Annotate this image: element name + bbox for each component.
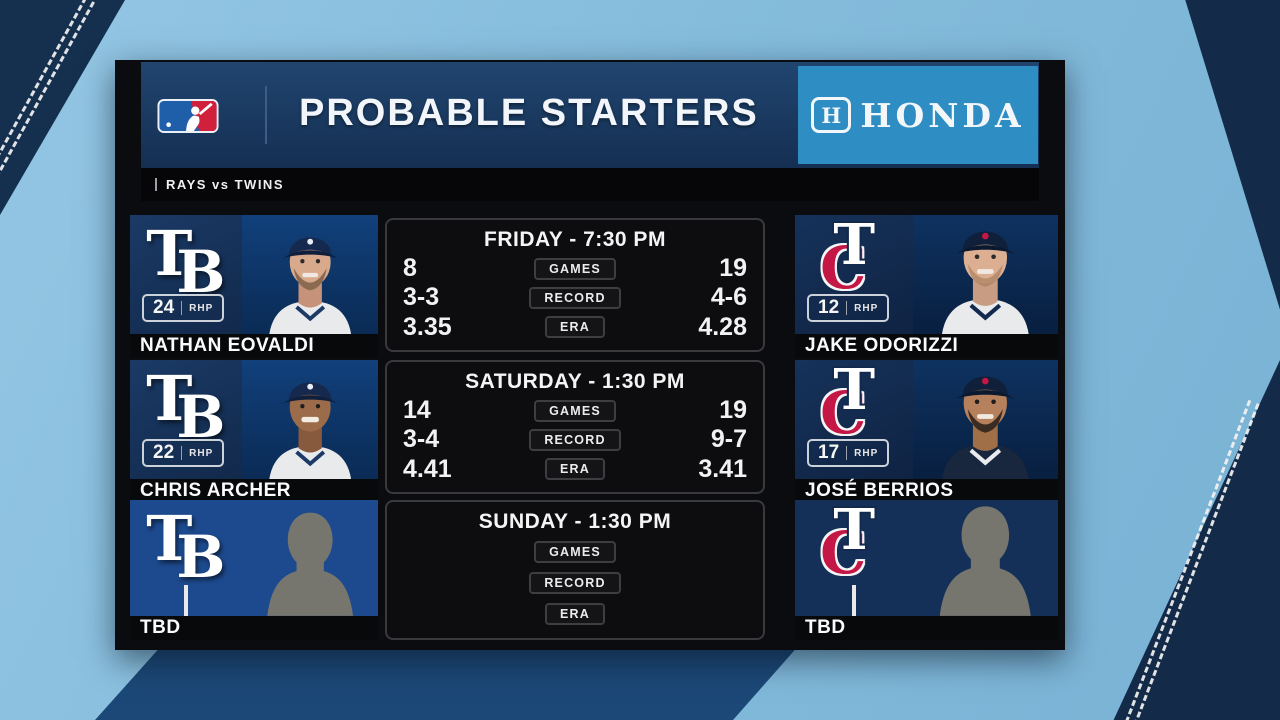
- stat-row: 14 GAMES 19: [403, 396, 747, 425]
- stat-label: GAMES: [534, 399, 616, 422]
- player-headshot-icon: [942, 376, 1030, 479]
- stat-label: GAMES: [534, 540, 616, 563]
- player-headshot-icon: [268, 382, 351, 479]
- silhouette-icon: [266, 512, 353, 616]
- page-title: PROBABLE STARTERS: [299, 91, 759, 134]
- rays-stat-value: 4.41: [403, 454, 452, 483]
- twins-stat-value: 3.41: [698, 454, 747, 483]
- twins-logo-icon: C T: [820, 357, 876, 447]
- stat-row: 4.41 ERA 3.41: [403, 455, 747, 484]
- pitcher-card-twins-sunday: C T TBD: [795, 500, 1058, 640]
- twins-logo-icon: C T: [820, 212, 876, 302]
- stat-label: ERA: [545, 458, 605, 481]
- stat-row: 3.35 ERA 4.28: [403, 313, 747, 342]
- divider-tick: [155, 178, 157, 191]
- rays-stat-value: 8: [403, 254, 417, 283]
- pitcher-card-twins-saturday: C T 17 RHP: [795, 360, 1058, 503]
- player-photo: [913, 500, 1058, 616]
- rays-stat-value: 14: [403, 396, 431, 425]
- sponsor-wordmark: HONDA: [860, 95, 1025, 135]
- pitcher-card-twins-friday: C T 12 RHP: [795, 215, 1058, 358]
- pitcher-name: CHRIS ARCHER: [130, 479, 378, 503]
- tbd-dash: [852, 585, 857, 616]
- pitcher-name: TBD: [795, 616, 1058, 640]
- rays-stat-value: 3.35: [403, 312, 452, 341]
- pitcher-number-badge: 17 RHP: [807, 439, 890, 467]
- game-time: FRIDAY - 7:30 PM: [484, 228, 666, 251]
- rays-logo-icon: T B: [146, 502, 226, 591]
- pitcher-name: NATHAN EOVALDI: [130, 334, 378, 358]
- day-block-friday: FRIDAY - 7:30 PM 8 GAMES 19 3-3 RECORD 4…: [385, 218, 765, 352]
- stat-row: RECORD: [403, 567, 747, 598]
- rays-stat-value: 3-4: [403, 425, 440, 454]
- player-photo: [913, 215, 1058, 334]
- pitcher-card-rays-sunday: T B TBD: [130, 500, 378, 640]
- pitcher-number-badge: 22 RHP: [142, 439, 225, 467]
- stat-row: ERA: [403, 599, 747, 630]
- pitcher-number-badge: 12 RHP: [807, 294, 890, 322]
- stat-row: 8 GAMES 19: [403, 254, 747, 283]
- day-block-saturday: SATURDAY - 1:30 PM 14 GAMES 19 3-4 RECOR…: [385, 360, 765, 494]
- game-time: SUNDAY - 1:30 PM: [478, 510, 672, 533]
- rays-logo-icon: T B: [146, 362, 226, 451]
- rays-stat-value: 3-3: [403, 283, 440, 312]
- matchup-bar: RAYS vs TWINS: [141, 168, 1039, 201]
- matchup-label: RAYS vs TWINS: [166, 177, 284, 192]
- stat-label: ERA: [545, 316, 605, 339]
- pitcher-card-rays-saturday: T B 22 RHP: [130, 360, 378, 503]
- stat-row: GAMES: [403, 536, 747, 567]
- twins-stat-value: 4-6: [710, 283, 747, 312]
- silhouette-icon: [940, 506, 1032, 616]
- stat-row: 3-3 RECORD 4-6: [403, 283, 747, 312]
- twins-stat-value: 19: [719, 254, 747, 283]
- stat-label: GAMES: [534, 257, 616, 280]
- pitcher-name: TBD: [130, 616, 378, 640]
- main-panel: PROBABLE STARTERS H HONDA RAYS vs TWINS …: [115, 60, 1065, 650]
- stat-label: ERA: [545, 603, 605, 626]
- rays-logo-icon: T B: [146, 217, 226, 306]
- pitcher-number-badge: 24 RHP: [142, 294, 225, 322]
- stat-row: 3-4 RECORD 9-7: [403, 425, 747, 454]
- twins-stat-value: 19: [719, 396, 747, 425]
- pitcher-name: JAKE ODORIZZI: [795, 334, 1058, 358]
- stat-label: RECORD: [529, 286, 621, 309]
- honda-h-icon: H: [811, 97, 852, 133]
- player-photo: [241, 360, 378, 479]
- header-divider: [265, 86, 267, 144]
- tbd-dash: [183, 585, 188, 616]
- player-photo: [241, 215, 378, 334]
- twins-stat-value: 4.28: [698, 312, 747, 341]
- player-photo: [913, 360, 1058, 479]
- pitcher-card-rays-friday: T B 24 RHP: [130, 215, 378, 358]
- header-bar: PROBABLE STARTERS H HONDA: [141, 62, 1039, 168]
- player-photo: [241, 500, 378, 616]
- day-block-sunday: SUNDAY - 1:30 PM GAMES RECORD ERA: [385, 500, 765, 640]
- stat-label: RECORD: [529, 571, 621, 594]
- twins-logo-icon: C T: [820, 497, 876, 587]
- game-time: SATURDAY - 1:30 PM: [465, 370, 685, 393]
- sponsor-tile: H HONDA: [798, 66, 1038, 164]
- pitcher-name: JOSÉ BERRIOS: [795, 479, 1058, 503]
- mlb-logo-icon: [157, 99, 219, 133]
- twins-stat-value: 9-7: [710, 425, 747, 454]
- stat-label: RECORD: [529, 428, 621, 451]
- player-headshot-icon: [268, 237, 351, 334]
- player-headshot-icon: [942, 231, 1030, 334]
